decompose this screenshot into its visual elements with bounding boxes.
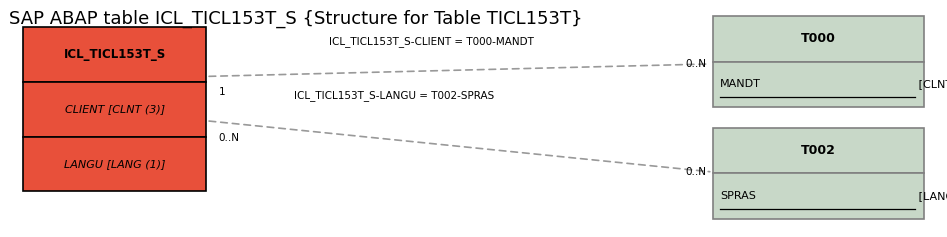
Text: T002: T002 xyxy=(800,144,835,157)
FancyBboxPatch shape xyxy=(24,137,206,191)
Text: CLIENT [CLNT (3)]: CLIENT [CLNT (3)] xyxy=(64,105,165,114)
Text: T000: T000 xyxy=(800,32,835,45)
Text: 0..N: 0..N xyxy=(685,59,706,69)
FancyBboxPatch shape xyxy=(712,16,923,62)
FancyBboxPatch shape xyxy=(712,173,923,219)
FancyBboxPatch shape xyxy=(24,82,206,137)
FancyBboxPatch shape xyxy=(24,27,206,82)
Text: [CLNT (3)]: [CLNT (3)] xyxy=(915,79,947,89)
Text: [LANG (1)]: [LANG (1)] xyxy=(915,191,947,201)
FancyBboxPatch shape xyxy=(712,128,923,173)
Text: MANDT: MANDT xyxy=(720,79,761,89)
Text: ICL_TICL153T_S-CLIENT = T000-MANDT: ICL_TICL153T_S-CLIENT = T000-MANDT xyxy=(329,36,534,47)
Text: SPRAS: SPRAS xyxy=(720,191,756,201)
Text: LANGU [LANG (1)]: LANGU [LANG (1)] xyxy=(64,159,166,169)
Text: ICL_TICL153T_S-LANGU = T002-SPRAS: ICL_TICL153T_S-LANGU = T002-SPRAS xyxy=(294,91,494,101)
Text: 0..N: 0..N xyxy=(685,167,706,177)
Text: 0..N: 0..N xyxy=(219,133,240,143)
Text: ICL_TICL153T_S: ICL_TICL153T_S xyxy=(63,48,166,61)
FancyBboxPatch shape xyxy=(712,62,923,107)
Text: 1: 1 xyxy=(219,87,225,97)
Text: SAP ABAP table ICL_TICL153T_S {Structure for Table TICL153T}: SAP ABAP table ICL_TICL153T_S {Structure… xyxy=(9,9,583,27)
